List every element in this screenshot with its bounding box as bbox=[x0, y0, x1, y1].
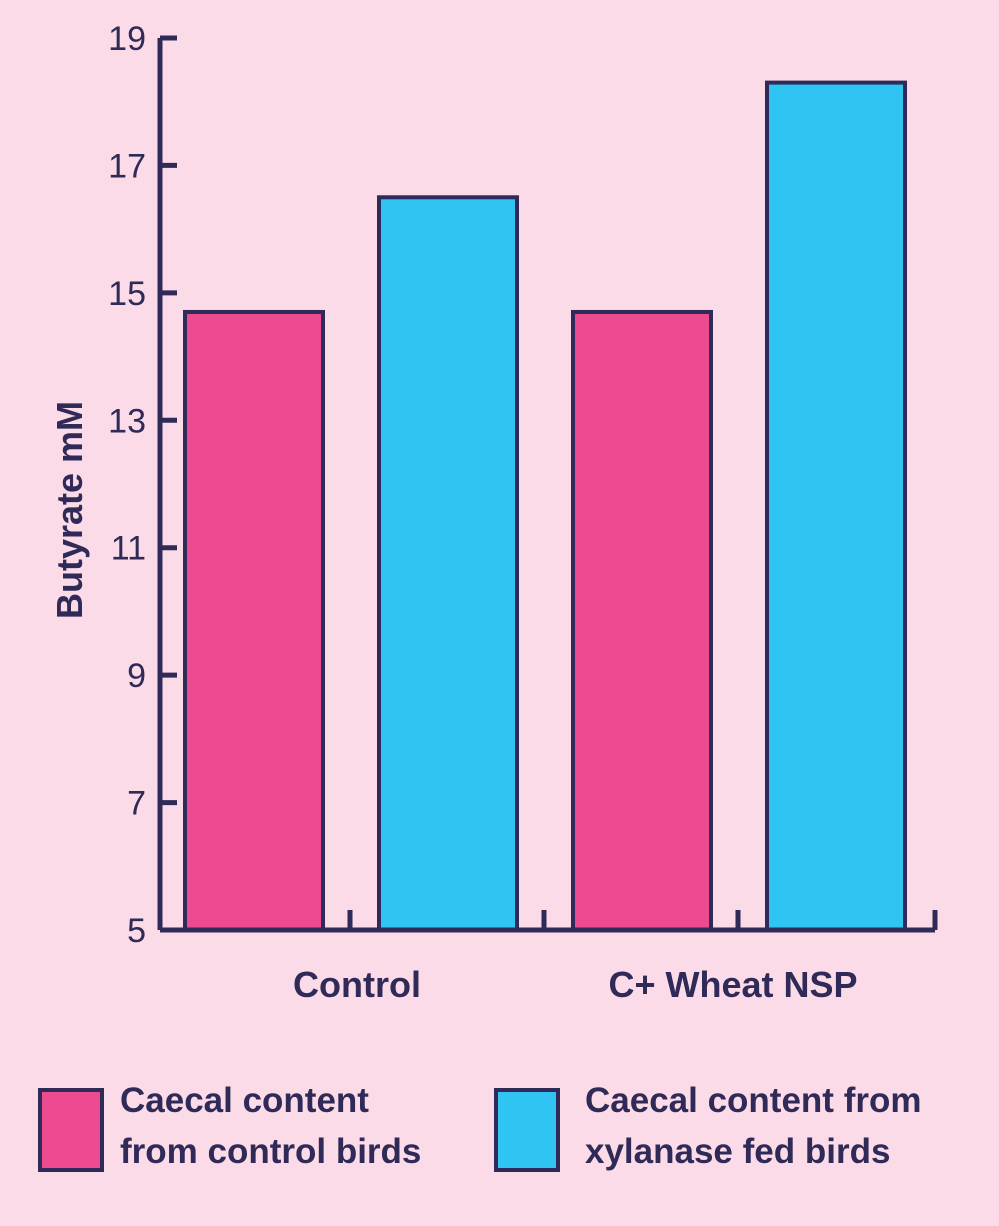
y-tick-label: 19 bbox=[108, 20, 146, 58]
x-category-label: Control bbox=[293, 964, 421, 1005]
y-tick-label: 17 bbox=[108, 147, 146, 185]
y-tick-label: 7 bbox=[127, 785, 146, 823]
bar-control-birds-control bbox=[183, 309, 325, 932]
y-tick-label: 11 bbox=[111, 530, 146, 568]
y-axis-title: Butyrate mM bbox=[49, 401, 90, 619]
legend-swatch-xylanase-birds bbox=[494, 1088, 560, 1172]
legend-label-xylanase-birds: xylanase fed birds bbox=[585, 1132, 890, 1171]
y-tick-label: 5 bbox=[127, 912, 146, 950]
bar-xylanase-birds-control bbox=[377, 195, 519, 933]
bar-control-birds-wheat-nsp bbox=[571, 309, 713, 932]
y-tick-label: 15 bbox=[108, 275, 146, 313]
y-tick-label: 13 bbox=[108, 402, 146, 440]
x-category-label: C+ Wheat NSP bbox=[608, 964, 857, 1005]
y-tick-label: 9 bbox=[127, 657, 146, 695]
legend-label-control-birds: Caecal content bbox=[120, 1081, 369, 1120]
legend-label-control-birds: from control birds bbox=[120, 1132, 421, 1171]
legend-label-xylanase-birds: Caecal content from bbox=[585, 1081, 921, 1120]
legend-swatch-control-birds bbox=[38, 1088, 104, 1172]
bar-xylanase-birds-wheat-nsp bbox=[765, 80, 907, 933]
